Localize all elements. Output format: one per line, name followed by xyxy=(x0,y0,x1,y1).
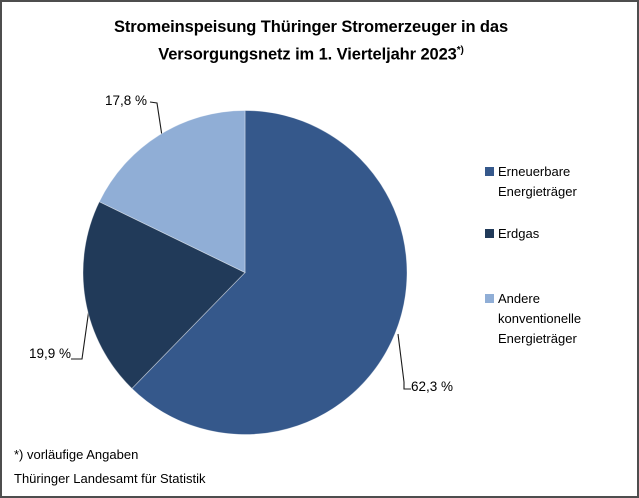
legend-swatch-erneuerbare-icon xyxy=(485,167,494,176)
legend-item-erdgas: Erdgas xyxy=(485,224,600,244)
leader-line-andere xyxy=(149,101,163,137)
legend-item-andere: Andere konventionelle Energieträger xyxy=(485,289,600,349)
legend-label-erneuerbare: Erneuerbare Energieträger xyxy=(498,164,577,199)
pie-value-label-erneuerbare: 62,3 % xyxy=(411,379,454,394)
legend-swatch-erdgas-icon xyxy=(485,229,494,238)
pie-slice-1 xyxy=(82,201,246,390)
legend-swatch-andere-icon xyxy=(485,294,494,303)
pie-slice-0 xyxy=(131,110,408,435)
legend-label-andere: Andere konventionelle Energieträger xyxy=(498,291,582,346)
chart-title-line1: Stromeinspeisung Thüringer Stromerzeuger… xyxy=(113,18,509,36)
legend-label-erdgas: Erdgas xyxy=(498,226,540,241)
leader-line-erneuerbare xyxy=(397,333,411,390)
pie-value-label-erdgas: 19,9 % xyxy=(29,346,72,361)
legend-item-erneuerbare: Erneuerbare Energieträger xyxy=(485,162,600,202)
chart-title-line2: Versorgungsnetz im 1. Vierteljahr 2023 xyxy=(158,45,457,64)
footnote-marker: *) xyxy=(456,45,464,56)
footnote-text: *) vorläufige Angaben xyxy=(14,447,139,462)
leader-line-erdgas xyxy=(71,301,91,360)
source-text: Thüringer Landesamt für Statistik xyxy=(14,471,206,486)
pie-slice-2 xyxy=(98,110,246,274)
pie-value-label-andere: 17,8 % xyxy=(105,93,148,108)
chart-title: Stromeinspeisung Thüringer Stromerzeuger… xyxy=(2,15,620,67)
